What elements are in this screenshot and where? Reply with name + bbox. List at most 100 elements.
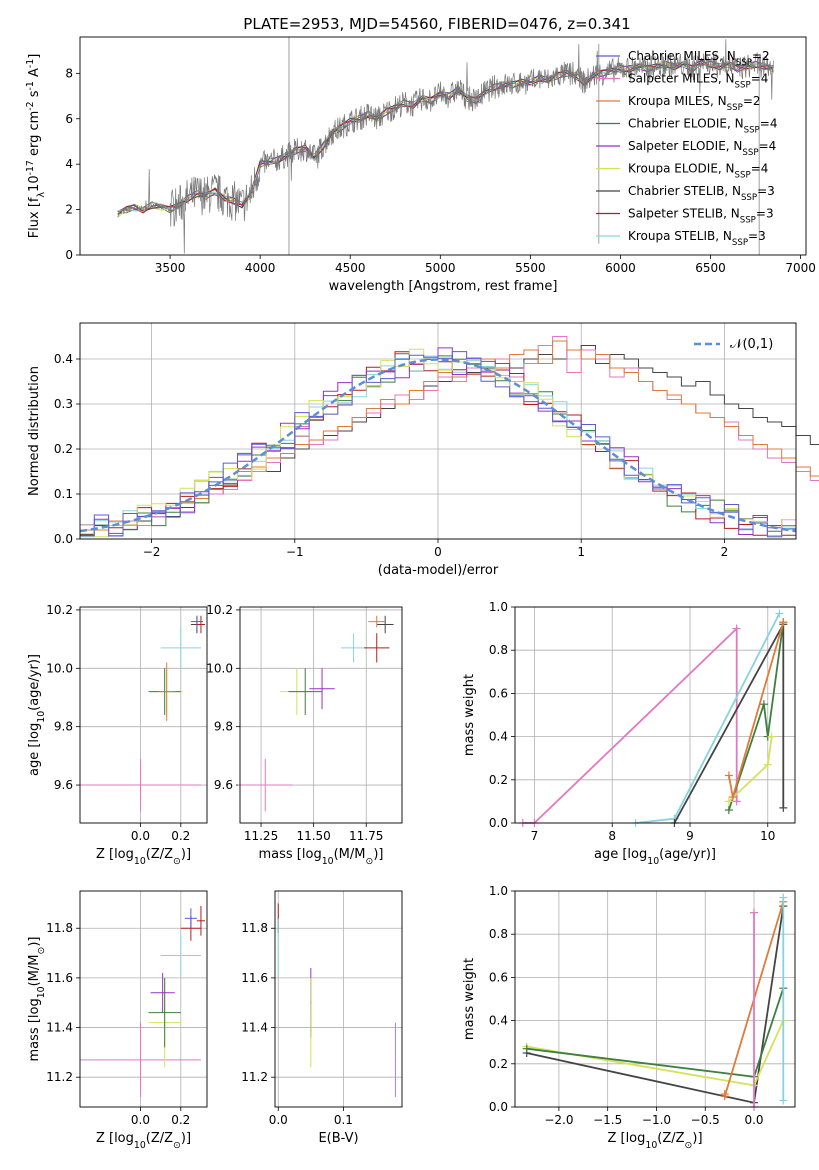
x-tick-label: 11.25 (244, 829, 278, 843)
y-tick-label: 6 (65, 112, 73, 126)
y-tick-label: 0.2 (54, 442, 73, 456)
age-vs-mass-panel: 11.25 11.50 11.75 9.6 9.8 10.0 10.2 mass [log10… (206, 603, 403, 867)
y-tick-label: 0.0 (489, 1100, 508, 1114)
axes-frame (239, 606, 403, 824)
y-tick-label: 0.8 (489, 927, 508, 941)
x-tick-label: 0.2 (171, 1113, 190, 1127)
x-tick-label: 0.1 (334, 1113, 353, 1127)
axes-frame (274, 890, 403, 1108)
x-tick-label: −1 (286, 545, 304, 559)
y-tick-label: 11.8 (46, 921, 73, 935)
x-tick-label: 11.50 (296, 829, 330, 843)
x-tick-label: 4000 (245, 261, 276, 275)
x-axis-label: Z [log10(Z/Z⊙)] (607, 1131, 702, 1151)
y-tick-label: 0.8 (489, 643, 508, 657)
x-axis-label: E(B-V) (318, 1131, 358, 1146)
histogram-series (80, 345, 819, 531)
y-tick-label: 11.2 (46, 1070, 73, 1084)
y-tick-label: 10.2 (206, 603, 233, 617)
x-tick-label: −0.5 (691, 1113, 720, 1127)
y-tick-label: 1.0 (489, 600, 508, 614)
x-tick-label: −2 (143, 545, 161, 559)
normal-curve (79, 358, 797, 533)
y-axis-label: Normed distribution (27, 366, 42, 496)
x-axis-label: (data-model)/error (378, 563, 499, 578)
figure-title: PLATE=2953, MJD=54560, FIBERID=0476, z=0… (243, 15, 630, 33)
axes-frame (514, 606, 796, 824)
y-axis-label: Flux [fλ10-17 erg cm-2 s-1 A-1] (25, 54, 47, 239)
axes-frame (79, 322, 797, 540)
x-tick-label: 0.0 (744, 1113, 763, 1127)
x-tick-label: 8 (608, 829, 616, 843)
histogram-series (80, 351, 796, 538)
mass-vs-ebv-panel: 0.0 0.1 11.2 11.4 11.6 11.8 E(B-V) (241, 890, 403, 1146)
x-tick-label: 6500 (695, 261, 726, 275)
y-tick-label: 10.0 (46, 661, 73, 675)
axes-frame (79, 606, 208, 824)
x-tick-label: 3500 (155, 261, 186, 275)
x-axis-label: mass [log10(M/M⊙)] (259, 847, 384, 867)
x-tick-label: −1.0 (642, 1113, 671, 1127)
mass-weight-line (728, 621, 785, 811)
x-tick-label: 5000 (425, 261, 456, 275)
x-tick-label: 0.0 (131, 829, 150, 843)
y-tick-label: 9.6 (54, 778, 73, 792)
x-tick-label: 0.0 (131, 1113, 150, 1127)
y-tick-label: 11.6 (46, 971, 73, 985)
y-tick-label: 10.2 (46, 603, 73, 617)
y-tick-label: 11.4 (46, 1021, 73, 1035)
histogram-series (80, 336, 819, 535)
x-tick-label: −1.5 (593, 1113, 622, 1127)
mass-weight-vs-age-panel: 7 8 9 10 0.0 0.2 0.4 0.6 0.8 1.0 age [log10(age/yr… (462, 600, 796, 867)
legend-entry: Kroupa STELIB, NSSP=3 (628, 229, 766, 248)
spectrum-panel: 3500 4000 4500 5000 5500 6000 6500 7000 0 2 4 6 8 wav… (25, 36, 816, 294)
legend-entry: 𝒩(0,1) (730, 337, 773, 352)
y-tick-label: 1.0 (489, 884, 508, 898)
legend-entry: Kroupa MILES, NSSP=2 (628, 94, 761, 113)
y-tick-label: 11.2 (241, 1070, 268, 1084)
y-tick-label: 0.0 (54, 532, 73, 546)
y-tick-label: 9.8 (54, 720, 73, 734)
x-tick-label: 7 (531, 829, 539, 843)
x-tick-label: −2.0 (544, 1113, 573, 1127)
y-tick-label: 0.1 (54, 487, 73, 501)
y-axis-label: mass [log10(M/M⊙)] (27, 937, 47, 1062)
residuals-panel: −2 −1 0 1 2 0.0 0.1 0.2 0.3 0.4 (data-model)/error… (27, 322, 819, 578)
y-axis-label: mass weight (462, 958, 477, 1040)
y-tick-label: 0.6 (489, 970, 508, 984)
y-tick-label: 11.4 (241, 1021, 268, 1035)
x-tick-label: 2 (721, 545, 729, 559)
y-tick-label: 2 (65, 203, 73, 217)
y-tick-label: 0.0 (489, 816, 508, 830)
y-tick-label: 8 (65, 66, 73, 80)
x-tick-label: 0.2 (171, 829, 190, 843)
axes-frame (79, 36, 807, 256)
y-tick-label: 9.8 (214, 720, 233, 734)
x-tick-label: 6000 (605, 261, 636, 275)
x-tick-label: 0 (434, 545, 442, 559)
x-axis-label: Z [log10(Z/Z⊙)] (96, 847, 191, 867)
x-axis-label: Z [log10(Z/Z⊙)] (96, 1131, 191, 1151)
y-tick-label: 4 (65, 157, 73, 171)
legend-entry: Chabrier MILES, NSSP=2 (628, 49, 770, 68)
mass-weight-vs-Z-panel: −2.0 −1.5 −1.0 −0.5 0.0 0.0 0.2 0.4 0.6 0.8 1.0 Z [… (462, 884, 796, 1151)
x-tick-label: 4500 (335, 261, 366, 275)
x-tick-label: 1 (577, 545, 585, 559)
y-tick-label: 0.4 (54, 352, 73, 366)
mass-weight-line (522, 626, 738, 824)
y-tick-label: 11.8 (241, 921, 268, 935)
mass-vs-Z-panel: 0.0 0.2 11.2 11.4 11.6 11.8 Z [log10(Z/Z⊙)] mas… (27, 890, 208, 1151)
x-tick-label: 0.0 (269, 1113, 288, 1127)
y-tick-label: 0 (65, 248, 73, 262)
y-axis-label: mass weight (462, 674, 477, 756)
y-axis-label: age [log10(age/yr)] (27, 654, 47, 776)
x-tick-label: 5500 (515, 261, 546, 275)
x-tick-label: 10 (760, 829, 775, 843)
legend-entry: Salpeter STELIB, NSSP=3 (628, 207, 774, 226)
y-tick-label: 0.3 (54, 397, 73, 411)
y-tick-label: 0.4 (489, 1014, 508, 1028)
axes-frame (514, 890, 796, 1108)
histogram-series (80, 347, 796, 535)
mass-weight-line (635, 613, 781, 824)
